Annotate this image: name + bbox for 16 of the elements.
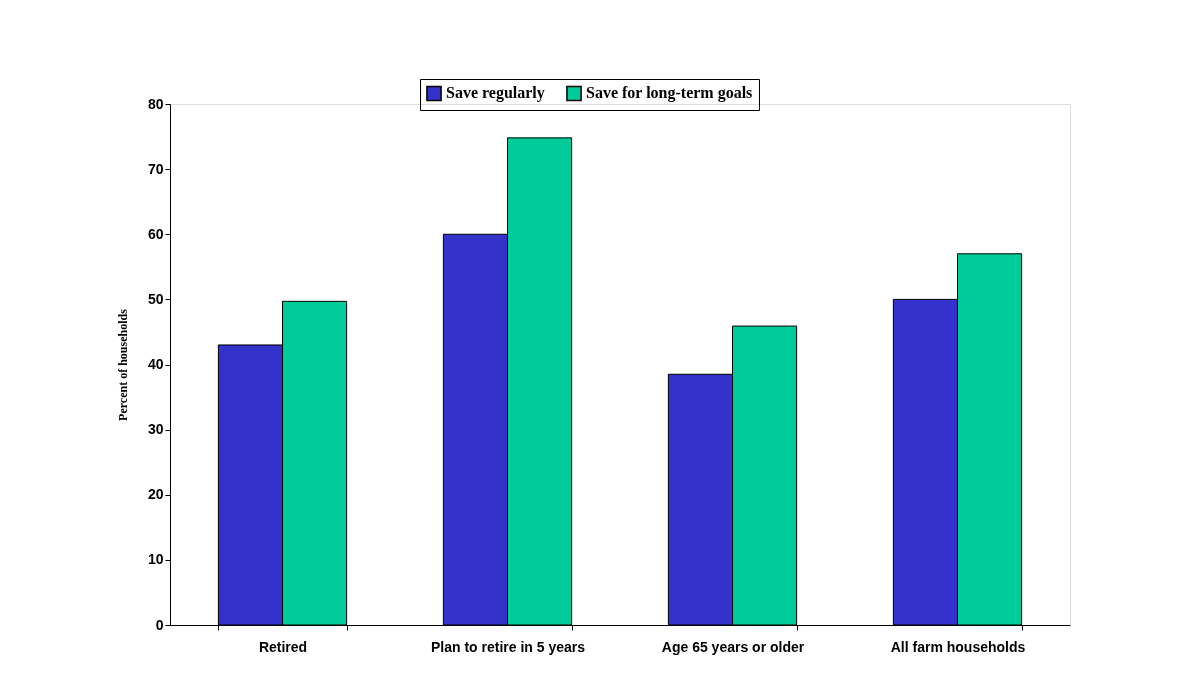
- x-tick-label: Retired: [258, 638, 308, 655]
- y-tick-label: 0: [155, 616, 164, 633]
- y-tick-label: 20: [147, 486, 164, 503]
- legend-label: Save regularly: [446, 84, 545, 103]
- y-axis-title: Percent of households: [115, 308, 130, 421]
- y-tick-label: 80: [147, 95, 164, 112]
- y-tick-label: 40: [147, 356, 164, 372]
- y-tick-label: 60: [147, 225, 164, 242]
- y-tick-label: 70: [147, 160, 164, 177]
- legend-label: Save for long-term goals: [586, 84, 753, 103]
- y-tick-label: 30: [147, 421, 164, 438]
- x-tick-label: Age 65 years or older: [661, 638, 805, 655]
- y-tick-label: 50: [147, 290, 164, 307]
- x-tick-label: All farm households: [890, 638, 1026, 655]
- y-tick-label: 10: [147, 551, 164, 568]
- x-tick-label: Plan to retire in 5 years: [430, 638, 586, 655]
